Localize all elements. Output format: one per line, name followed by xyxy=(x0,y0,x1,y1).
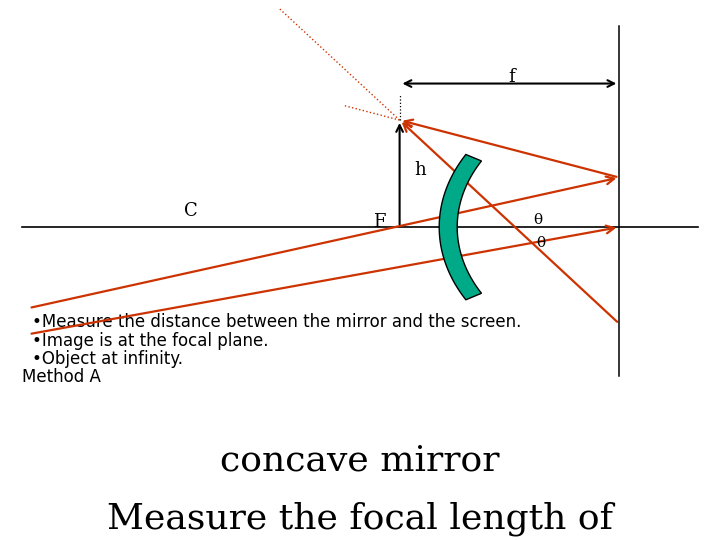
Text: concave mirror: concave mirror xyxy=(220,444,500,478)
Text: θ: θ xyxy=(533,213,542,227)
Text: •Object at infinity.: •Object at infinity. xyxy=(32,350,184,368)
Text: F: F xyxy=(373,213,385,231)
Text: Method A: Method A xyxy=(22,368,101,386)
Text: •Measure the distance between the mirror and the screen.: •Measure the distance between the mirror… xyxy=(32,313,522,331)
Text: C: C xyxy=(184,202,198,220)
Text: Measure the focal length of: Measure the focal length of xyxy=(107,501,613,536)
Text: θ: θ xyxy=(536,236,546,250)
Polygon shape xyxy=(439,154,482,300)
Text: f: f xyxy=(508,68,515,86)
Text: •Image is at the focal plane.: •Image is at the focal plane. xyxy=(32,332,269,349)
Text: h: h xyxy=(414,161,426,179)
